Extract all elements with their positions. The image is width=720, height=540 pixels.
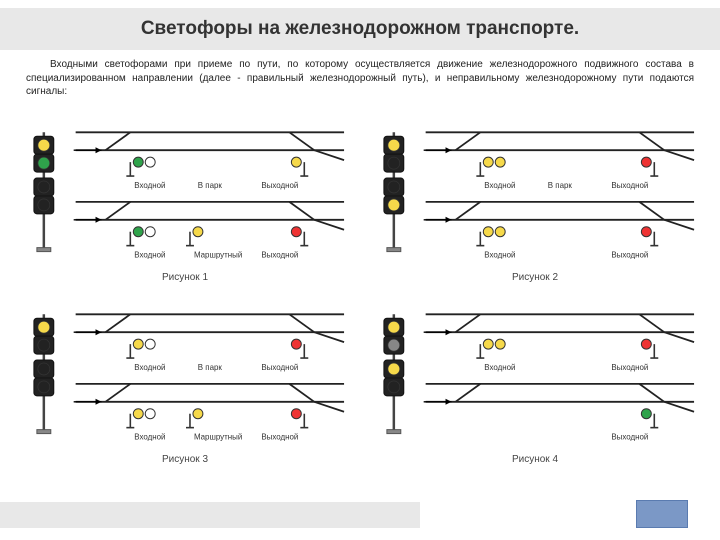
figure-3-caption: Рисунок 3 xyxy=(16,454,354,465)
figure-4-svg: Входной Выходной Выходной xyxy=(366,287,704,447)
svg-text:Входной: Входной xyxy=(484,250,515,259)
figure-1-caption: Рисунок 1 xyxy=(16,272,354,283)
figure-4: Входной Выходной Выходной Рисунок 4 xyxy=(360,285,710,467)
figure-3-svg: Входной Выходной В парк Входной Маршрутный Вы… xyxy=(16,287,354,447)
bottom-blue-box xyxy=(636,500,688,528)
svg-text:Маршрутный: Маршрутный xyxy=(194,250,242,259)
figure-4-caption: Рисунок 4 xyxy=(366,454,704,465)
svg-text:Выходной: Выходной xyxy=(261,362,298,371)
svg-text:Входной: Входной xyxy=(134,250,165,259)
svg-text:Входной: Входной xyxy=(134,362,165,371)
bottom-gray-bar xyxy=(0,502,420,528)
figure-2-caption: Рисунок 2 xyxy=(366,272,704,283)
svg-text:Маршрутный: Маршрутный xyxy=(194,432,242,441)
intro-text: Входными светофорами при приеме по пути,… xyxy=(0,50,720,103)
figure-1: Входной Выходной В парк Входной Маршрутный Вы… xyxy=(10,103,360,285)
svg-text:Выходной: Выходной xyxy=(261,250,298,259)
svg-text:Выходной: Выходной xyxy=(611,432,648,441)
svg-text:Входной: Входной xyxy=(134,180,165,189)
page-title: Светофоры на железнодорожном транспорте. xyxy=(0,18,720,40)
svg-text:Входной: Входной xyxy=(134,432,165,441)
svg-text:Выходной: Выходной xyxy=(611,362,648,371)
svg-text:Выходной: Выходной xyxy=(611,180,648,189)
figure-2: Входной Выходной В парк Входной Выходной Рис… xyxy=(360,103,710,285)
svg-text:Входной: Входной xyxy=(484,362,515,371)
svg-text:В парк: В парк xyxy=(198,362,223,371)
svg-text:В парк: В парк xyxy=(198,180,223,189)
svg-text:Выходной: Выходной xyxy=(611,250,648,259)
figure-1-svg: Входной Выходной В парк Входной Маршрутный Вы… xyxy=(16,105,354,265)
figure-2-svg: Входной Выходной В парк Входной Выходной xyxy=(366,105,704,265)
svg-text:Выходной: Выходной xyxy=(261,180,298,189)
svg-text:В парк: В парк xyxy=(548,180,573,189)
figure-grid: Входной Выходной В парк Входной Маршрутный Вы… xyxy=(0,103,720,467)
figure-3: Входной Выходной В парк Входной Маршрутный Вы… xyxy=(10,285,360,467)
svg-text:Выходной: Выходной xyxy=(261,432,298,441)
title-bar: Светофоры на железнодорожном транспорте. xyxy=(0,8,720,50)
svg-text:Входной: Входной xyxy=(484,180,515,189)
